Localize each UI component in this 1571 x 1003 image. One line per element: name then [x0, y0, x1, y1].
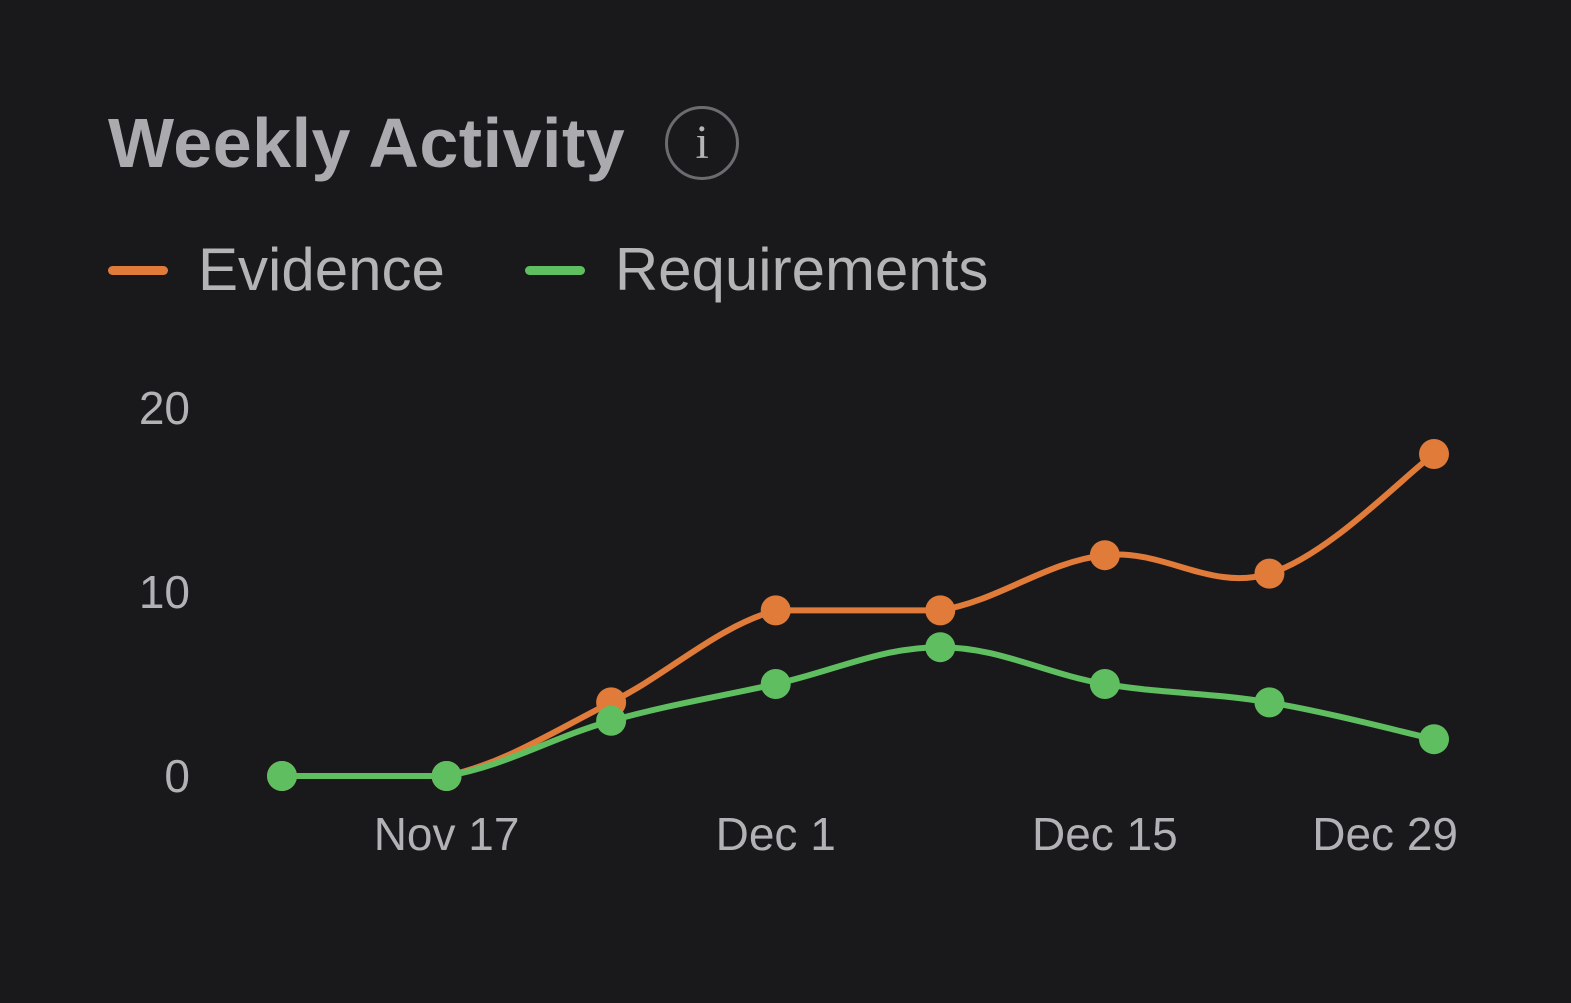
data-point-evidence: [1419, 439, 1449, 469]
chart-legend: Evidence Requirements: [108, 236, 1068, 304]
y-tick-label: 10: [139, 566, 190, 618]
info-icon[interactable]: i: [665, 106, 740, 180]
data-point-requirements: [925, 632, 956, 663]
data-point-evidence: [1254, 558, 1285, 589]
data-point-requirements: [760, 669, 791, 699]
legend-swatch-evidence: [108, 265, 168, 275]
y-tick-label: 20: [139, 382, 190, 434]
legend-label-evidence: Evidence: [198, 236, 445, 303]
legend-swatch-requirements: [524, 265, 585, 275]
chart-title: Weekly Activity: [108, 104, 626, 182]
legend-item-evidence[interactable]: Evidence: [108, 240, 445, 300]
data-point-requirements: [1089, 669, 1120, 699]
info-icon-glyph: i: [695, 116, 709, 169]
series-line-evidence: [279, 451, 1437, 780]
legend-label-requirements: Requirements: [614, 236, 989, 303]
series-line-requirements: [279, 644, 1437, 780]
data-point-requirements: [1254, 687, 1285, 718]
data-point-evidence: [760, 595, 791, 626]
x-tick-label: Dec 15: [1032, 808, 1178, 860]
data-point-requirements: [1419, 724, 1449, 755]
data-point-requirements: [267, 761, 297, 791]
data-point-evidence: [925, 595, 956, 626]
card-header: Weekly Activity i: [108, 98, 740, 188]
legend-item-requirements[interactable]: Requirements: [524, 236, 989, 303]
y-tick-label: 0: [164, 750, 190, 802]
x-tick-label: Nov 17: [374, 808, 520, 860]
x-tick-label: Dec 1: [716, 808, 836, 860]
data-point-evidence: [1089, 540, 1120, 571]
data-point-requirements: [431, 761, 462, 791]
data-point-requirements: [596, 705, 627, 736]
x-tick-label: Dec 29: [1312, 808, 1458, 860]
